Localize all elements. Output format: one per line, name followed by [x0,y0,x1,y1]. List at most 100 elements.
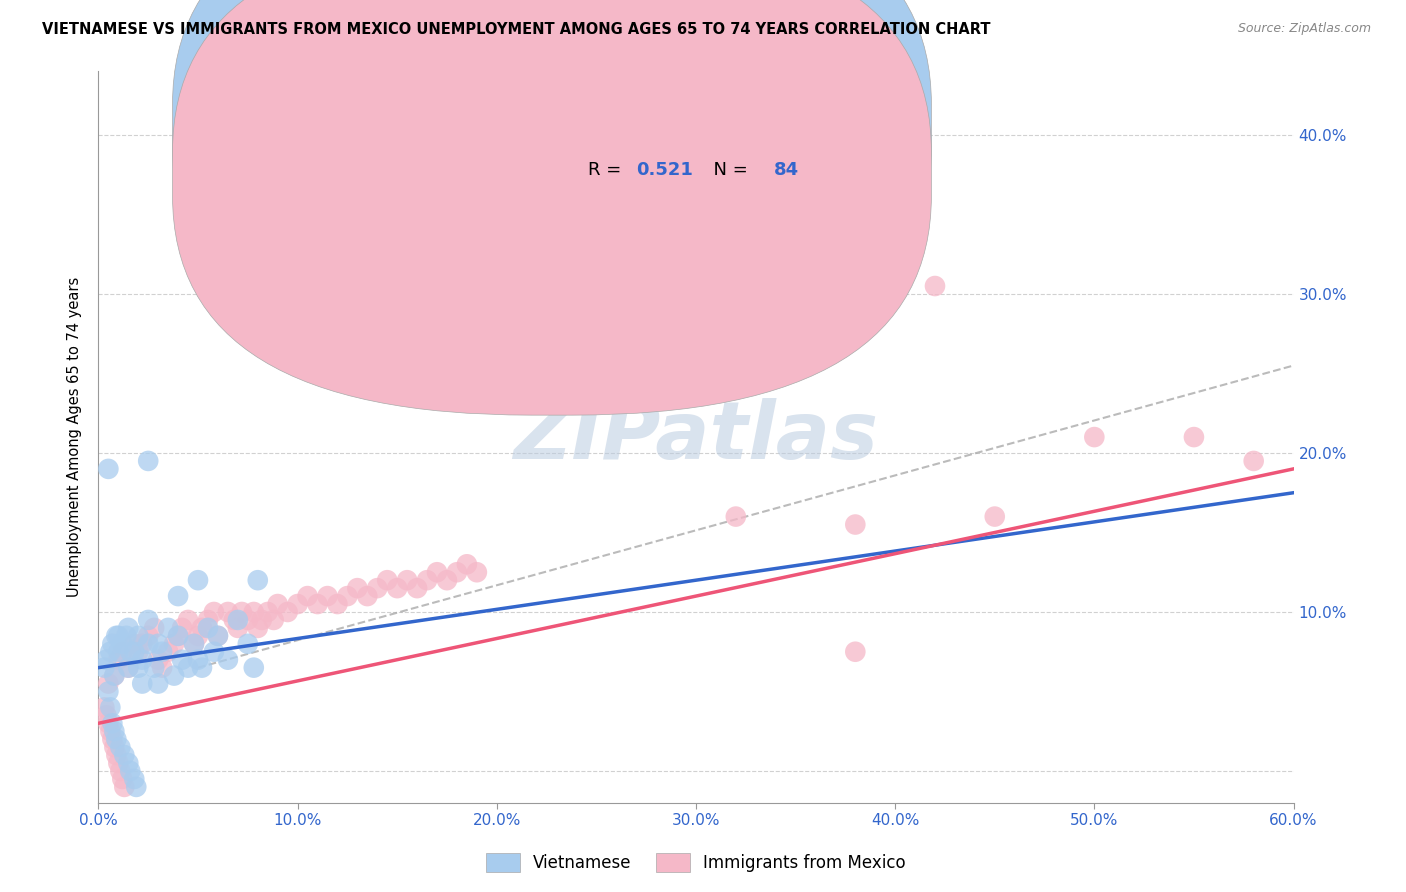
Point [297,589,319,603]
Point [97,684,120,698]
Point [148,676,170,690]
Point [110,740,132,755]
Point [243,660,266,674]
Point [103,740,125,755]
Point [131,676,153,690]
Point [263,613,285,627]
Point [136,613,159,627]
Point [202,645,225,659]
Point [724,509,747,524]
Point [316,589,339,603]
Point [172,653,194,667]
Point [111,637,134,651]
Point [148,637,170,651]
Point [356,589,378,603]
Point [112,748,135,763]
Point [136,454,159,468]
Point [105,732,128,747]
Point [426,566,449,580]
Point [124,772,146,786]
Point [97,716,120,731]
Point [124,645,146,659]
Point [97,676,120,690]
Point [1243,454,1265,468]
Point [456,558,478,572]
Point [97,462,120,476]
Point [346,581,368,595]
FancyBboxPatch shape [173,0,931,368]
Text: R =: R = [588,113,627,131]
Point [124,637,146,651]
Point [326,359,349,373]
Point [236,637,259,651]
Point [226,621,249,635]
Point [307,597,329,611]
Point [101,732,124,747]
Point [112,780,135,794]
Point [844,517,866,532]
Point [103,668,125,682]
Point [157,621,180,635]
Point [336,589,359,603]
Point [844,645,866,659]
Text: 0.521: 0.521 [637,161,693,179]
Point [117,660,139,674]
Point [436,573,458,587]
Point [167,629,190,643]
Point [107,653,129,667]
Point [163,668,186,682]
Point [93,700,115,714]
Point [207,629,229,643]
Point [246,621,269,635]
Point [226,613,249,627]
Point [96,708,118,723]
Point [187,629,209,643]
Point [105,748,128,763]
Point [163,637,186,651]
Point [93,660,115,674]
Point [150,645,173,659]
Point [183,637,205,651]
Point [117,756,139,770]
Point [406,581,429,595]
Point [231,605,253,619]
Point [115,629,138,643]
Point [101,716,124,731]
Text: N =: N = [702,161,754,179]
Point [150,660,173,674]
Point [217,605,239,619]
Point [117,660,139,674]
Point [100,724,122,739]
Point [110,764,132,778]
Point [103,724,125,739]
Point [287,597,309,611]
Point [416,573,439,587]
Point [217,653,239,667]
Point [111,645,134,659]
Point [100,700,122,714]
Point [207,629,229,643]
Point [125,780,148,794]
Point [105,629,128,643]
Point [103,668,125,682]
Text: 56: 56 [773,113,799,131]
Point [120,645,142,659]
Point [243,605,266,619]
Point [191,660,214,674]
Point [167,589,190,603]
Point [724,326,747,341]
Point [326,597,349,611]
Point [143,660,166,674]
Point [177,613,200,627]
Point [236,613,259,627]
Point [246,573,269,587]
Point [107,756,129,770]
Point [187,653,209,667]
Text: N =: N = [702,113,754,131]
Legend: Vietnamese, Immigrants from Mexico: Vietnamese, Immigrants from Mexico [479,846,912,879]
Text: VIETNAMESE VS IMMIGRANTS FROM MEXICO UNEMPLOYMENT AMONG AGES 65 TO 74 YEARS CORR: VIETNAMESE VS IMMIGRANTS FROM MEXICO UNE… [42,22,991,37]
Point [385,581,409,595]
Point [187,573,209,587]
Point [1182,430,1205,444]
Point [924,279,946,293]
